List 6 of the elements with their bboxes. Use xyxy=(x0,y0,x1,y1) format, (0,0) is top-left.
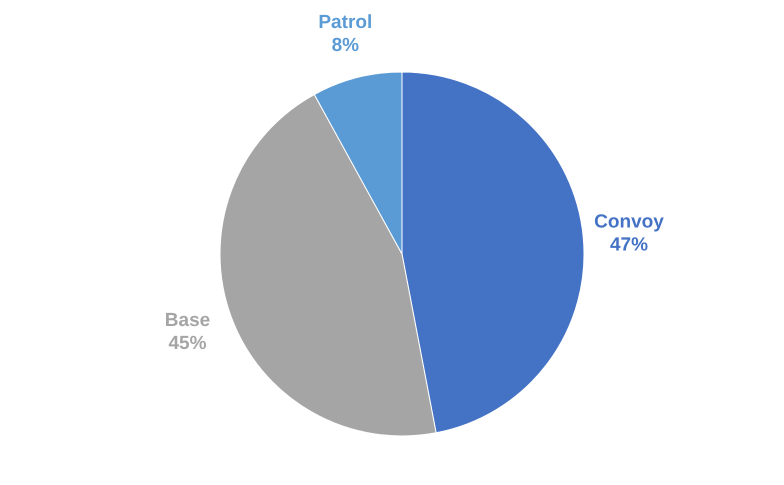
slice-label: Patrol xyxy=(318,12,372,34)
data-label: 47% xyxy=(610,234,648,256)
slice-label: Convoy xyxy=(594,212,664,233)
slice-label: Base xyxy=(164,310,210,332)
data-label: 8% xyxy=(332,35,360,56)
data-label: 45% xyxy=(168,333,207,354)
